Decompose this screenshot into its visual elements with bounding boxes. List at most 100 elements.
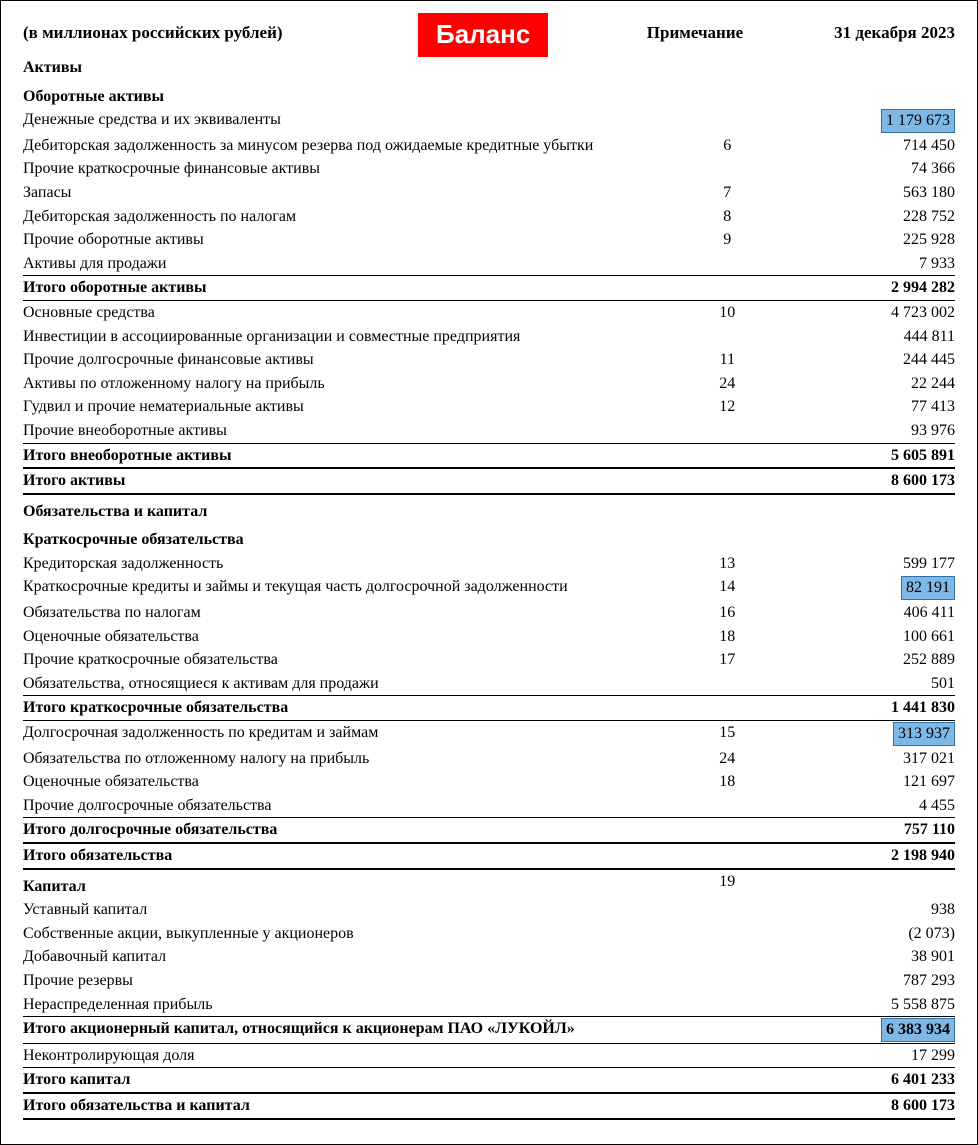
table-row: Обязательства, относящиеся к активам для…	[23, 672, 955, 696]
row-value: 787 293	[786, 969, 955, 993]
column-header-value: 31 декабря 2023	[775, 19, 955, 43]
row-note	[669, 696, 786, 721]
row-note: 12	[669, 395, 786, 419]
row-label: Добавочный капитал	[23, 945, 669, 969]
row-value	[786, 494, 955, 524]
row-value: 22 244	[786, 372, 955, 396]
table-row: Добавочный капитал 38 901	[23, 945, 955, 969]
balance-sheet-table: АктивыОборотные активыДенежные средства …	[23, 51, 955, 1120]
row-note: 19	[669, 869, 786, 899]
table-row: Итого оборотные активы2 994 282	[23, 276, 955, 301]
table-row: Обязательства по отложенному налогу на п…	[23, 747, 955, 771]
table-row: Итого активы8 600 173	[23, 468, 955, 494]
row-label: Итого долгосрочные обязательства	[23, 818, 669, 843]
row-note: 10	[669, 300, 786, 324]
row-note: 15	[669, 721, 786, 747]
row-note: 13	[669, 552, 786, 576]
table-row: Прочие краткосрочные обязательства17252 …	[23, 648, 955, 672]
table-row: Краткосрочные обязательства	[23, 523, 955, 552]
row-value	[786, 51, 955, 80]
row-value: 444 811	[786, 325, 955, 349]
row-note: 9	[669, 228, 786, 252]
row-value: 38 901	[786, 945, 955, 969]
row-label: Прочие внеоборотные активы	[23, 419, 669, 443]
row-label: Кредиторская задолженность	[23, 552, 669, 576]
row-label: Запасы	[23, 181, 669, 205]
row-note: 17	[669, 648, 786, 672]
row-note: 6	[669, 134, 786, 158]
header-row: (в миллионах российских рублей) Баланс П…	[23, 19, 955, 43]
row-value: 2 198 940	[786, 843, 955, 869]
row-note	[669, 80, 786, 109]
row-note: 16	[669, 601, 786, 625]
row-note	[669, 969, 786, 993]
table-row: Прочие внеоборотные активы93 976	[23, 419, 955, 443]
row-value: 252 889	[786, 648, 955, 672]
row-note	[669, 494, 786, 524]
row-value: 501	[786, 672, 955, 696]
table-row: Обязательства и капитал	[23, 494, 955, 524]
row-note: 18	[669, 770, 786, 794]
row-note	[669, 1068, 786, 1093]
table-row: Итого обязательства и капитал8 600 173	[23, 1093, 955, 1119]
table-row: Итого долгосрочные обязательства757 110	[23, 818, 955, 843]
row-note	[669, 1043, 786, 1068]
row-label: Инвестиции в ассоциированные организации…	[23, 325, 669, 349]
table-row: Прочие оборотные активы9225 928	[23, 228, 955, 252]
table-row: Дебиторская задолженность по налогам8228…	[23, 205, 955, 229]
row-label: Оценочные обязательства	[23, 625, 669, 649]
row-label: Обязательства по отложенному налогу на п…	[23, 747, 669, 771]
row-note	[669, 922, 786, 946]
row-label: Собственные акции, выкупленные у акционе…	[23, 922, 669, 946]
row-label: Долгосрочная задолженность по кредитам и…	[23, 721, 669, 747]
table-row: Долгосрочная задолженность по кредитам и…	[23, 721, 955, 747]
row-label: Активы по отложенному налогу на прибыль	[23, 372, 669, 396]
table-row: Итого акционерный капитал, относящийся к…	[23, 1017, 955, 1044]
table-row: Неконтролирующая доля17 299	[23, 1043, 955, 1068]
row-value	[786, 869, 955, 899]
row-label: Итого внеоборотные активы	[23, 443, 669, 468]
table-row: Оборотные активы	[23, 80, 955, 109]
balance-sheet-page: (в миллионах российских рублей) Баланс П…	[0, 0, 978, 1145]
row-label: Дебиторская задолженность за минусом рез…	[23, 134, 669, 158]
row-value	[786, 80, 955, 109]
row-label: Прочие долгосрочные обязательства	[23, 794, 669, 818]
row-value: 4 723 002	[786, 300, 955, 324]
row-value: 6 383 934	[786, 1017, 955, 1044]
row-value: 1 179 673	[786, 108, 955, 134]
row-note	[669, 818, 786, 843]
row-value: 563 180	[786, 181, 955, 205]
row-value: 313 937	[786, 721, 955, 747]
row-note	[669, 51, 786, 80]
row-note: 7	[669, 181, 786, 205]
row-note: 24	[669, 372, 786, 396]
row-note	[669, 1093, 786, 1119]
row-note	[669, 672, 786, 696]
row-label: Уставный капитал	[23, 898, 669, 922]
row-label: Краткосрочные обязательства	[23, 523, 669, 552]
row-value: 599 177	[786, 552, 955, 576]
row-label: Обязательства по налогам	[23, 601, 669, 625]
row-label: Оборотные активы	[23, 80, 669, 109]
row-label: Итого капитал	[23, 1068, 669, 1093]
table-row: Оценочные обязательства18100 661	[23, 625, 955, 649]
row-value: 77 413	[786, 395, 955, 419]
row-label: Краткосрочные кредиты и займы и текущая …	[23, 575, 669, 601]
row-note	[669, 993, 786, 1017]
row-value: (2 073)	[786, 922, 955, 946]
row-note: 8	[669, 205, 786, 229]
row-label: Активы	[23, 51, 669, 80]
table-row: Основные средства104 723 002	[23, 300, 955, 324]
row-label: Денежные средства и их эквиваленты	[23, 108, 669, 134]
table-row: Итого обязательства2 198 940	[23, 843, 955, 869]
table-row: Уставный капитал938	[23, 898, 955, 922]
row-label: Итого краткосрочные обязательства	[23, 696, 669, 721]
row-note: 11	[669, 348, 786, 372]
row-value: 82 191	[786, 575, 955, 601]
row-value: 74 366	[786, 157, 955, 181]
column-header-note: Примечание	[615, 19, 775, 43]
row-label: Обязательства и капитал	[23, 494, 669, 524]
table-row: Кредиторская задолженность13599 177	[23, 552, 955, 576]
row-note	[669, 468, 786, 494]
row-note: 18	[669, 625, 786, 649]
